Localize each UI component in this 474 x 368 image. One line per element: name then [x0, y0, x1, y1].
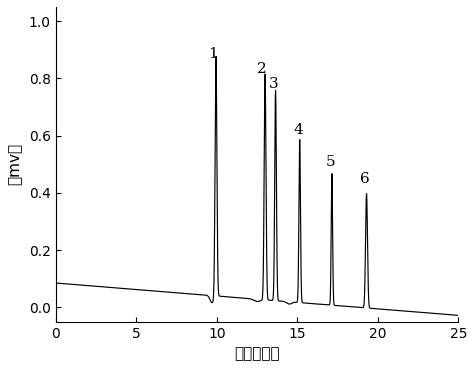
Text: 5: 5	[326, 155, 335, 169]
X-axis label: 时间（分）: 时间（分）	[234, 346, 280, 361]
Text: 3: 3	[269, 77, 279, 91]
Text: 1: 1	[208, 47, 218, 61]
Text: 2: 2	[257, 61, 267, 75]
Text: 4: 4	[293, 123, 303, 137]
Y-axis label: （mv）: （mv）	[7, 143, 22, 185]
Text: 6: 6	[360, 172, 370, 186]
